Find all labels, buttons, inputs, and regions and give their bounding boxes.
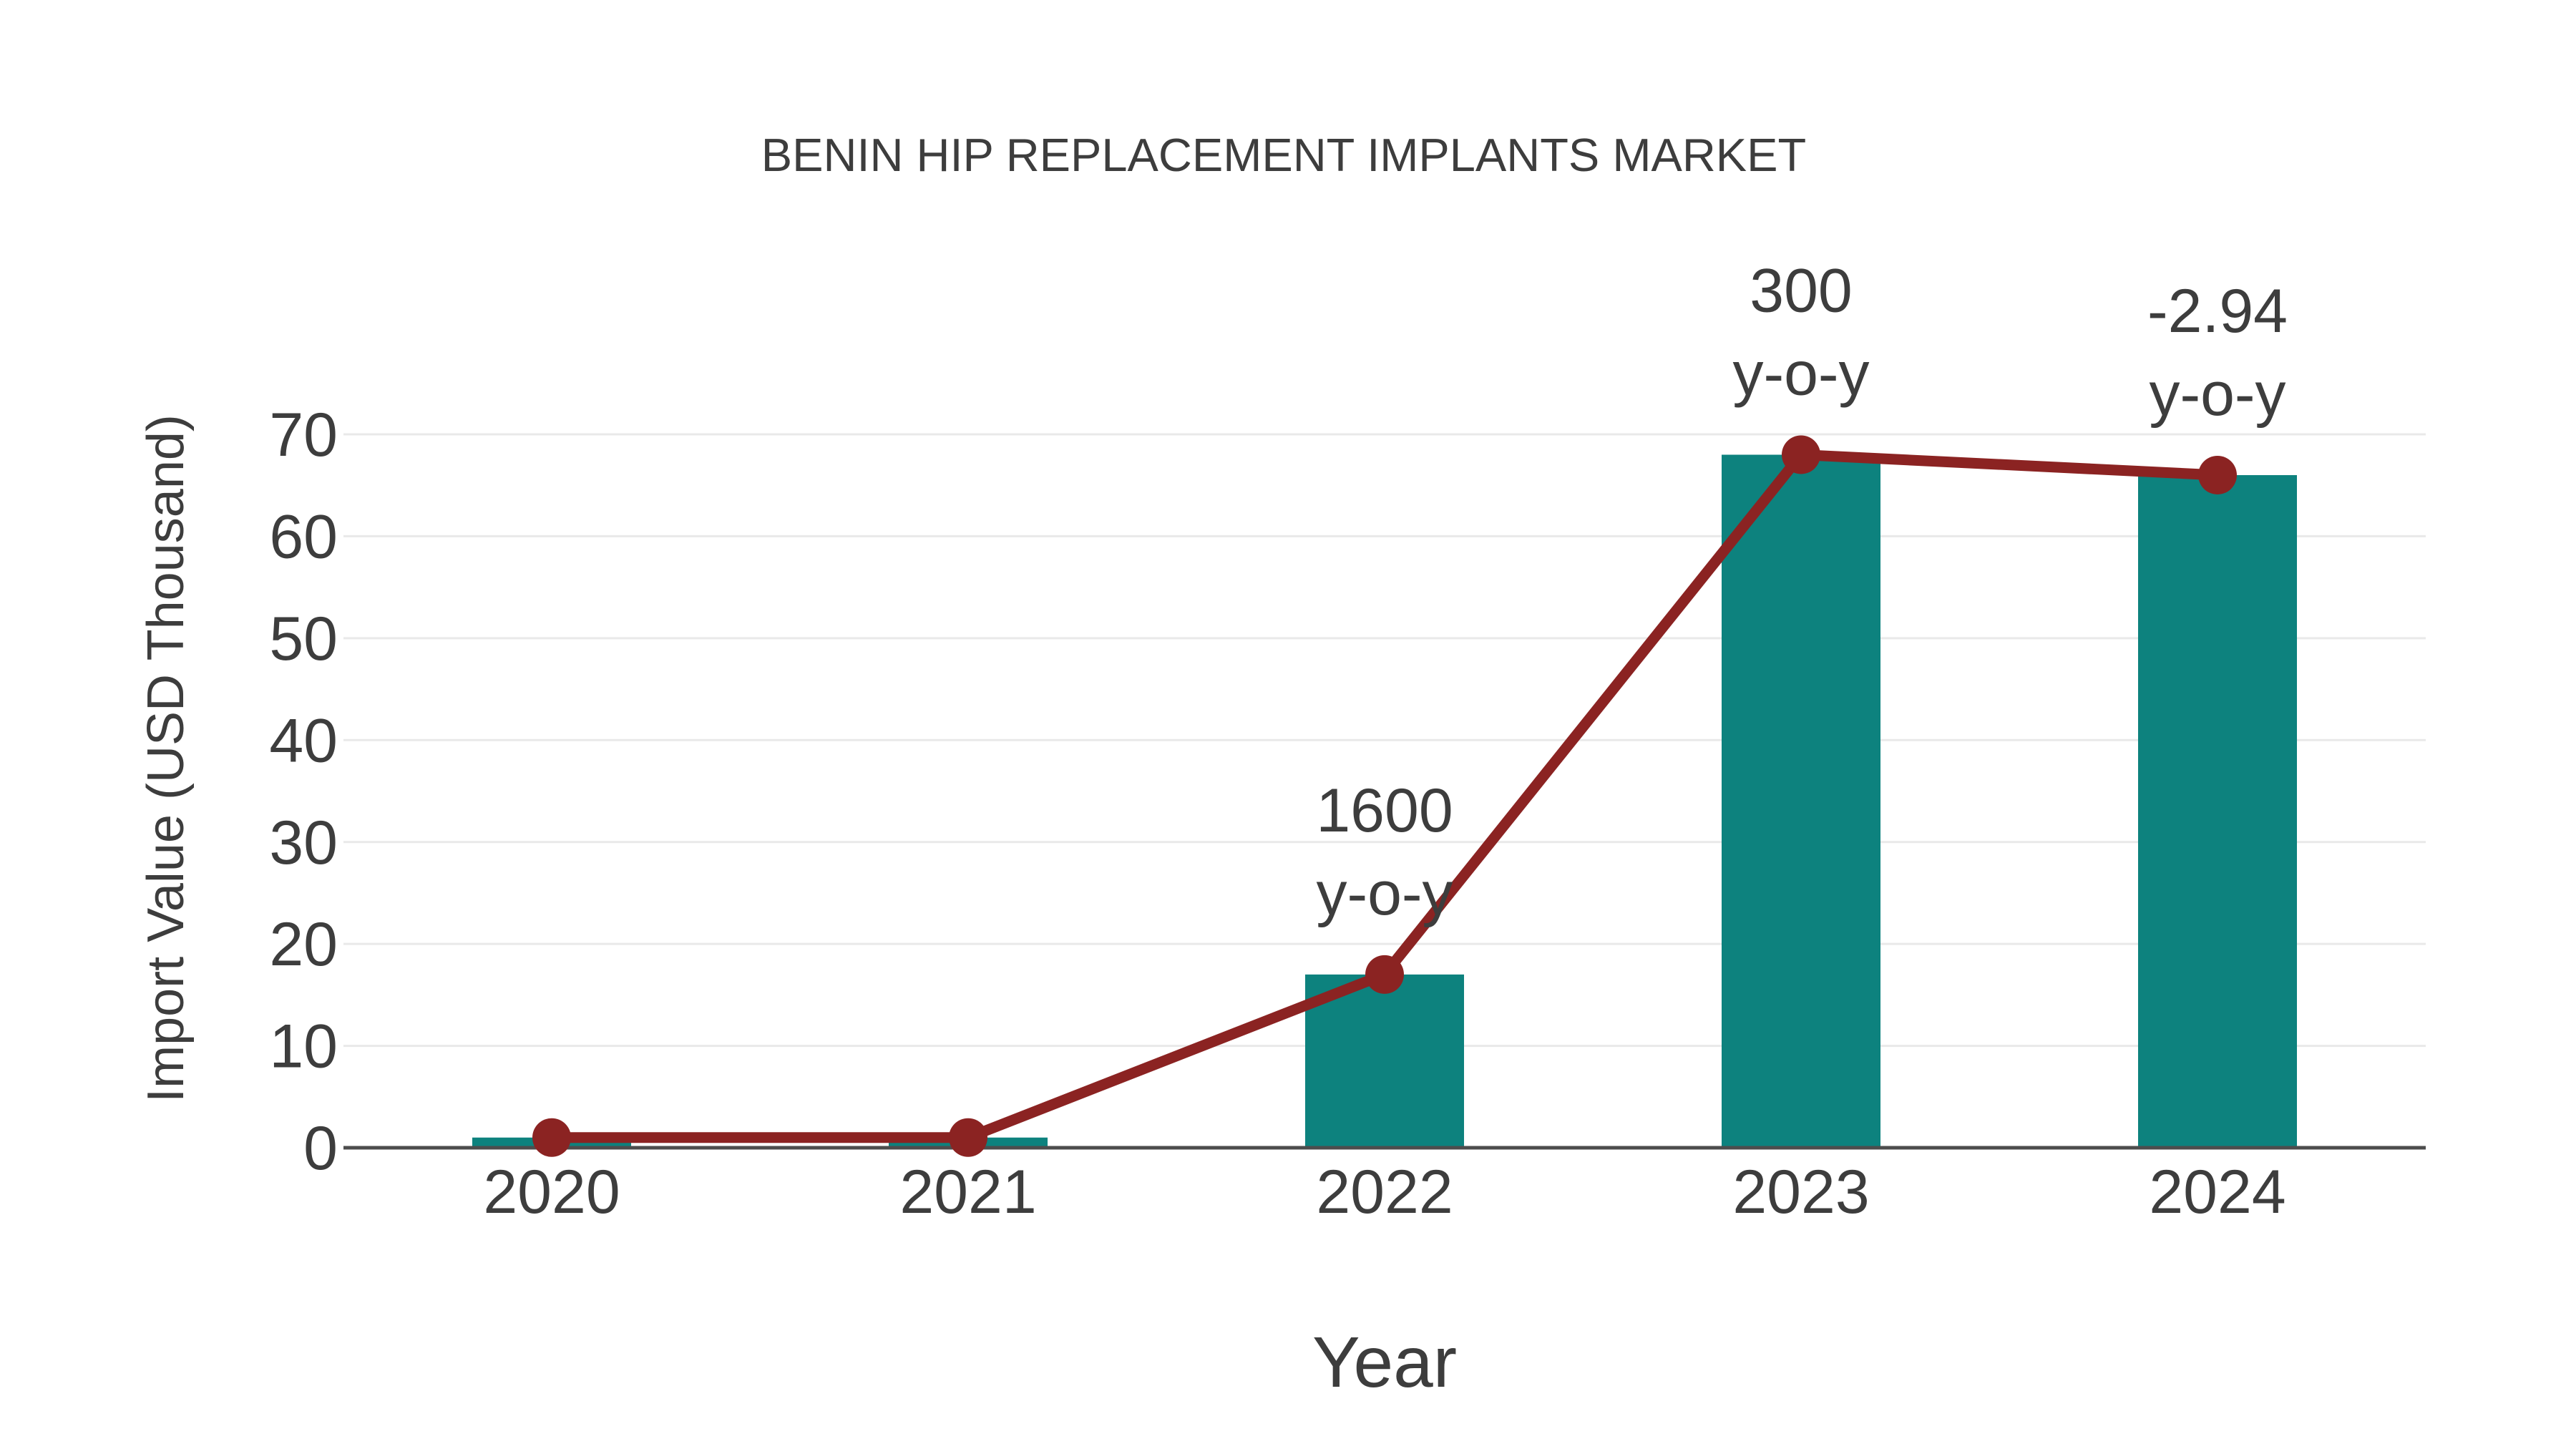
y-tick-label-50: 50: [269, 605, 338, 673]
y-tick-label-70: 70: [269, 401, 338, 469]
bar-2023: [1722, 454, 1880, 1148]
annotation-unit-2024: y-o-y: [2149, 360, 2285, 429]
data-point-marker-2021: [949, 1118, 987, 1157]
annotation-value-2024: -2.94: [2147, 277, 2288, 346]
y-tick-label-40: 40: [269, 706, 338, 775]
y-tick-label-20: 20: [269, 910, 338, 979]
data-point-marker-2020: [532, 1118, 571, 1157]
chart-title: BENIN HIP REPLACEMENT IMPLANTS MARKET: [761, 129, 1807, 181]
x-tick-label-2020: 2020: [483, 1158, 620, 1226]
y-tick-label-0: 0: [303, 1114, 338, 1183]
x-tick-label-2024: 2024: [2149, 1158, 2285, 1226]
x-tick-label-2021: 2021: [899, 1158, 1036, 1226]
x-axis-title: Year: [1312, 1322, 1458, 1402]
bar-2024: [2138, 474, 2297, 1148]
y-tick-label-60: 60: [269, 503, 338, 572]
annotation-unit-2023: y-o-y: [1732, 340, 1869, 409]
y-tick-label-10: 10: [269, 1013, 338, 1081]
data-point-marker-2022: [1365, 955, 1404, 994]
x-tick-label-2022: 2022: [1316, 1158, 1453, 1226]
annotation-value-2022: 1600: [1316, 776, 1453, 845]
y-tick-label-30: 30: [269, 809, 338, 877]
annotation-unit-2022: y-o-y: [1316, 859, 1453, 928]
x-tick-label-2023: 2023: [1732, 1158, 1869, 1226]
bar-2022: [1305, 974, 1464, 1148]
annotation-value-2023: 300: [1750, 257, 1853, 326]
data-point-marker-2024: [2198, 455, 2237, 494]
data-point-marker-2023: [1782, 435, 1820, 474]
